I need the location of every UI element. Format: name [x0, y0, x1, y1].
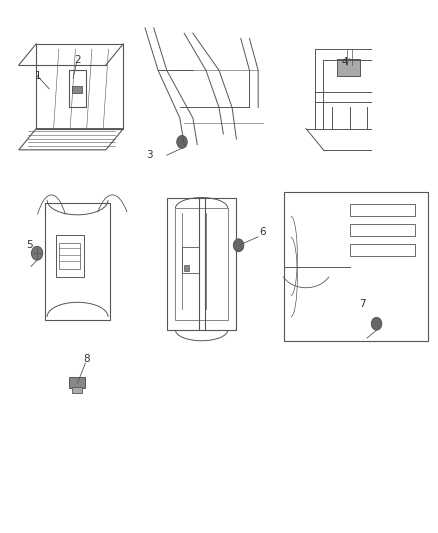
Bar: [184, 265, 189, 271]
Bar: [336, 59, 360, 76]
Bar: [59, 243, 80, 269]
Bar: [182, 247, 199, 273]
Text: 3: 3: [146, 150, 153, 160]
Bar: [72, 86, 82, 93]
Circle shape: [371, 317, 382, 330]
Text: 8: 8: [83, 354, 89, 364]
Text: 5: 5: [26, 240, 33, 251]
Text: 7: 7: [359, 298, 366, 309]
Text: 2: 2: [74, 55, 81, 64]
Circle shape: [177, 135, 187, 148]
Circle shape: [233, 239, 244, 252]
Bar: [69, 377, 85, 389]
Bar: [72, 387, 82, 393]
Text: 4: 4: [342, 58, 349, 67]
Text: 6: 6: [259, 227, 266, 237]
Circle shape: [32, 246, 43, 260]
Text: 1: 1: [35, 70, 42, 80]
